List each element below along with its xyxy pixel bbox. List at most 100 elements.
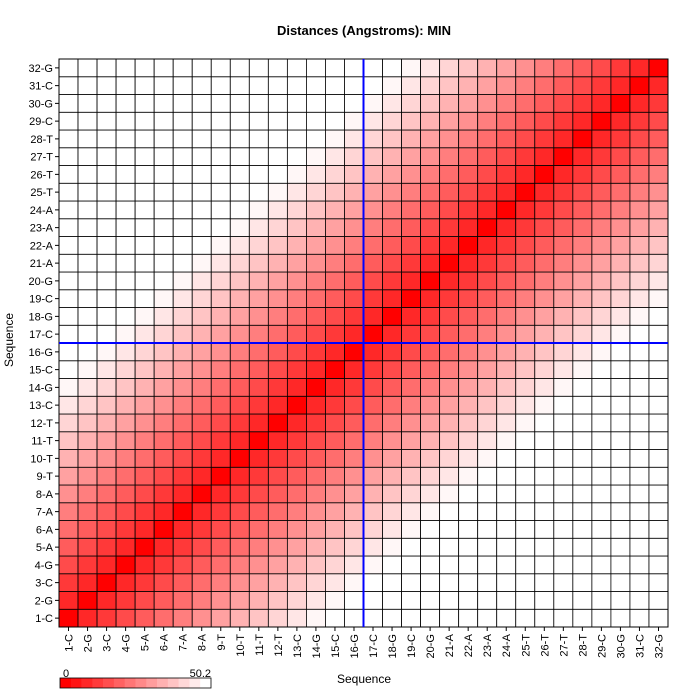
heatmap-cell-30-G-16-G [610,342,631,362]
heatmap-cell-11-T-18-G [248,307,269,326]
heatmap-cell-25-T-22-A [515,236,536,255]
heatmap-cell-25-T-5-A [515,537,536,557]
heatmap-cell-13-C-1-C [286,608,307,628]
heatmap-cell-28-T-13-C [572,395,593,415]
x-tick-label: 27-T [558,634,570,657]
heatmap-cell-28-T-4-G [572,555,593,575]
heatmap-cell-27-T-21-A [553,253,574,273]
heatmap-cell-29-C-17-C [591,324,612,344]
heatmap-cell-22-A-19-C [458,289,479,308]
legend-swatch [178,678,190,688]
heatmap-cell-31-C-26-T [629,165,650,184]
heatmap-cell-16-G-9-T [344,466,364,486]
heatmap-cell-26-T-22-A [534,236,555,255]
heatmap-cell-14-G-13-C [306,395,326,415]
heatmap-cell-28-T-30-G [572,94,593,113]
heatmap-cell-17-C-9-T [363,466,383,486]
legend-swatch [124,678,136,688]
heatmap-cell-27-T-6-A [553,520,574,539]
heatmap-cell-23-A-26-T [477,165,498,184]
heatmap-cell-2-G-3-C [77,573,98,592]
heatmap-cell-2-G-24-A [77,200,98,220]
heatmap-cell-32-G-27-T [648,147,669,166]
heatmap-cell-26-T-24-A [534,200,555,220]
y-tick-labels: 1-C 2-G 3-C 4-G 5-A 6-A 7-A 8-A 9-T 10-T 11-T 12-T 1… [29,63,59,625]
heatmap-cell-16-G-24-A [344,200,364,220]
heatmap-cell-29-C-15-C [591,360,612,379]
heatmap-cell-23-A-1-C [477,608,498,628]
heatmap-cell-9-T-32-G [210,58,231,78]
heatmap-cell-16-G-13-C [344,395,364,415]
heatmap-cell-4-G-15-C [115,360,136,379]
heatmap-cell-19-C-7-A [401,502,421,521]
heatmap-cell-9-T-3-C [210,573,231,592]
heatmap-cell-28-T-19-C [572,289,593,308]
heatmap-cell-26-T-9-T [534,466,555,486]
heatmap-cell-22-A-31-C [458,76,479,95]
heatmap-cell-5-A-2-G [134,591,155,610]
heatmap-cell-6-A-13-C [153,395,174,415]
heatmap-cell-2-G-10-T [77,449,98,468]
heatmap-cell-20-G-24-A [420,200,441,220]
heatmap-cell-18-G-23-A [382,218,402,237]
heatmap-cell-13-C-15-C [286,360,307,379]
crosshair [59,59,668,627]
heatmap-cell-8-A-29-C [191,111,212,131]
x-tick-label: 13-C [292,634,304,658]
legend-swatch [92,678,104,688]
heatmap-cell-17-C-20-G [363,271,383,291]
x-tick-label: 16-G [349,634,361,658]
x-tick-label: 14-G [311,634,323,658]
heatmap-cell-15-C-2-G [325,591,345,610]
heatmap-cell-23-A-24-A [477,200,498,220]
heatmap-cell-3-C-13-C [96,395,117,415]
heatmap-cell-16-G-20-G [344,271,364,291]
y-tick-label: 11-T [31,436,53,448]
heatmap-cell-19-C-11-T [401,431,421,450]
heatmap-cell-18-G-3-C [382,573,402,592]
heatmap-cell-4-G-24-A [115,200,136,220]
heatmap-cell-1-C-22-A [58,236,79,255]
heatmap-cell-10-T-6-A [229,520,250,539]
heatmap-cell-32-G-30-G [648,94,669,113]
heatmap-cell-13-C-20-G [286,271,307,291]
heatmap-cell-13-C-19-C [286,289,307,308]
heatmap-cell-11-T-1-C [248,608,269,628]
heatmap-cell-22-A-4-G [458,555,479,575]
heatmap-cell-10-T-13-C [229,395,250,415]
heatmap-cell-24-A-3-C [496,573,517,592]
heatmap-cell-20-G-27-T [420,147,441,166]
heatmap-cell-8-A-32-G [191,58,212,78]
heatmap-cell-24-A-8-A [496,484,517,504]
heatmap-cell-27-T-18-G [553,307,574,326]
heatmap-cell-1-C-21-A [58,253,79,273]
y-tick-label: 2-G [35,595,53,607]
heatmap-cell-19-C-1-C [401,608,421,628]
heatmap-cell-7-A-21-A [172,253,193,273]
heatmap-cell-23-A-18-G [477,307,498,326]
heatmap-cell-21-A-12-T [439,413,460,433]
y-tick-label: 19-C [29,294,53,306]
heatmap-cell-17-C-4-G [363,555,383,575]
heatmap-cell-26-T-12-T [534,413,555,433]
heatmap-cell-26-T-21-A [534,253,555,273]
heatmap-cell-26-T-31-C [534,76,555,95]
heatmap-cell-27-T-20-G [553,271,574,291]
heatmap-cell-27-T-17-C [553,324,574,344]
heatmap-cell-3-C-6-A [96,520,117,539]
heatmap-cell-6-A-17-C [153,324,174,344]
heatmap-cell-1-C-1-C [58,608,79,628]
heatmap-cell-16-G-15-C [344,360,364,379]
heatmap-cell-24-A-11-T [496,431,517,450]
heatmap-cell-7-A-31-C [172,76,193,95]
heatmap-cell-30-G-10-T [610,449,631,468]
heatmap-cell-5-A-27-T [134,147,155,166]
heatmap-cell-2-G-32-G [77,58,98,78]
heatmap-cell-31-C-25-T [629,182,650,202]
heatmap-cell-31-C-9-T [629,466,650,486]
heatmap-cell-6-A-29-C [153,111,174,131]
heatmap-cell-12-T-15-C [267,360,288,379]
heatmap-cell-6-A-20-G [153,271,174,291]
heatmap-cell-30-G-25-T [610,182,631,202]
heatmap-cell-22-A-12-T [458,413,479,433]
